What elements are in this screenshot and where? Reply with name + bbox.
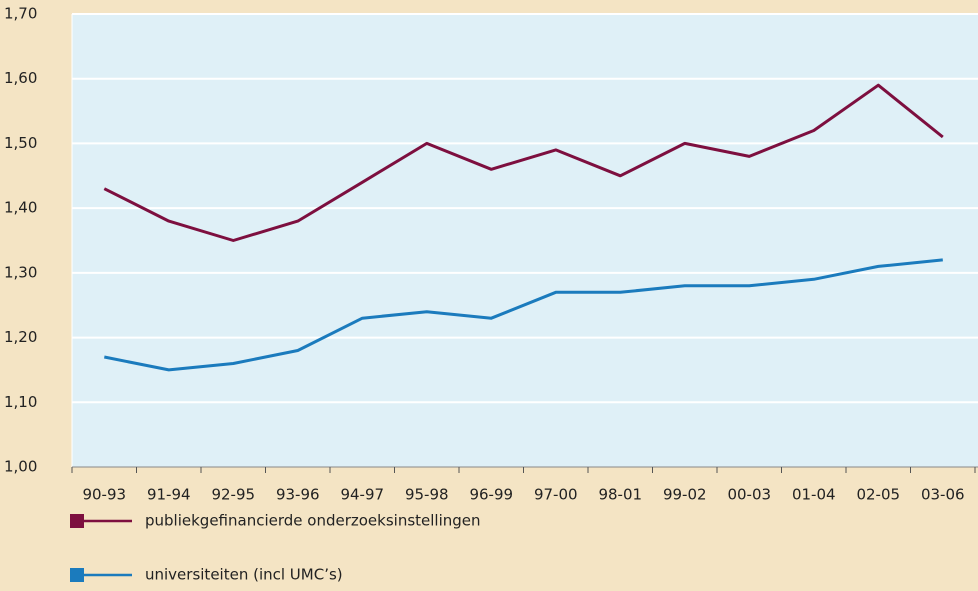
- x-tick-label: 96-99: [469, 486, 513, 504]
- series-line: [103, 83, 944, 242]
- y-tick-label: 1,30: [4, 263, 37, 281]
- x-tick-label: 95-98: [405, 486, 449, 504]
- x-tick-label: 00-03: [727, 486, 771, 504]
- y-tick-label: 1,50: [4, 134, 37, 152]
- y-tick-label: 1,20: [4, 328, 37, 346]
- y-tick-label: 1,70: [4, 5, 37, 23]
- x-tick-label: 98-01: [598, 486, 642, 504]
- x-tick-label: 91-94: [147, 486, 191, 504]
- x-tick-label: 01-04: [792, 486, 836, 504]
- legend-label: universiteiten (incl UMC’s): [145, 566, 343, 584]
- legend-swatch: [70, 568, 84, 582]
- series-line: [104, 258, 943, 372]
- x-tick-label: 99-02: [663, 486, 707, 504]
- plot-area: [72, 14, 978, 467]
- y-tick-label: 1,10: [4, 393, 37, 411]
- y-tick-label: 1,40: [4, 199, 37, 217]
- legend-swatch: [70, 514, 84, 528]
- x-tick-label: 92-95: [211, 486, 255, 504]
- y-tick-label: 1,00: [4, 458, 37, 476]
- y-tick-label: 1,60: [4, 69, 37, 87]
- x-tick-label: 90-93: [82, 486, 126, 504]
- x-tick-label: 02-05: [856, 486, 900, 504]
- legend-label: publiekgefinancierde onderzoeksinstellin…: [145, 512, 481, 530]
- x-tick-label: 93-96: [276, 486, 320, 504]
- x-tick-label: 03-06: [921, 486, 965, 504]
- x-tick-label: 97-00: [534, 486, 578, 504]
- x-tick-label: 94-97: [340, 486, 384, 504]
